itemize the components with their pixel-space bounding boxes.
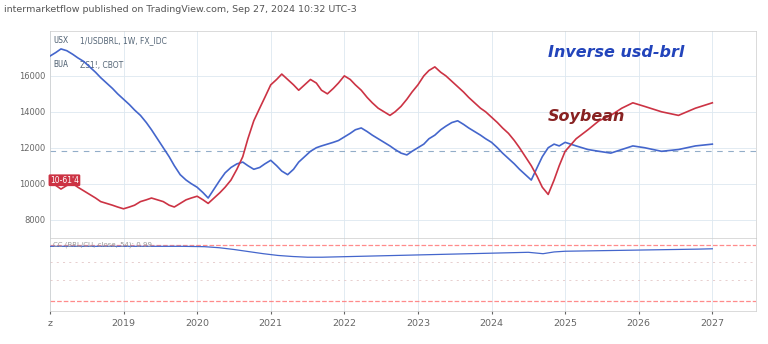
Text: Soybean: Soybean: [548, 109, 625, 125]
Text: USX: USX: [54, 36, 68, 45]
Text: 1/USDBRL, 1W, FX_IDC: 1/USDBRL, 1W, FX_IDC: [80, 36, 167, 45]
Text: intermarketflow published on TradingView.com, Sep 27, 2024 10:32 UTC-3: intermarketflow published on TradingView…: [4, 5, 356, 14]
Text: ZS1!, CBOT: ZS1!, CBOT: [80, 61, 123, 70]
Text: BUA: BUA: [54, 60, 68, 69]
Text: Inverse usd-brl: Inverse usd-brl: [548, 45, 684, 61]
Text: CC (BRL/CU, close, 54): 0.99: CC (BRL/CU, close, 54): 0.99: [54, 241, 153, 248]
Text: 10-61'4: 10-61'4: [50, 176, 79, 185]
